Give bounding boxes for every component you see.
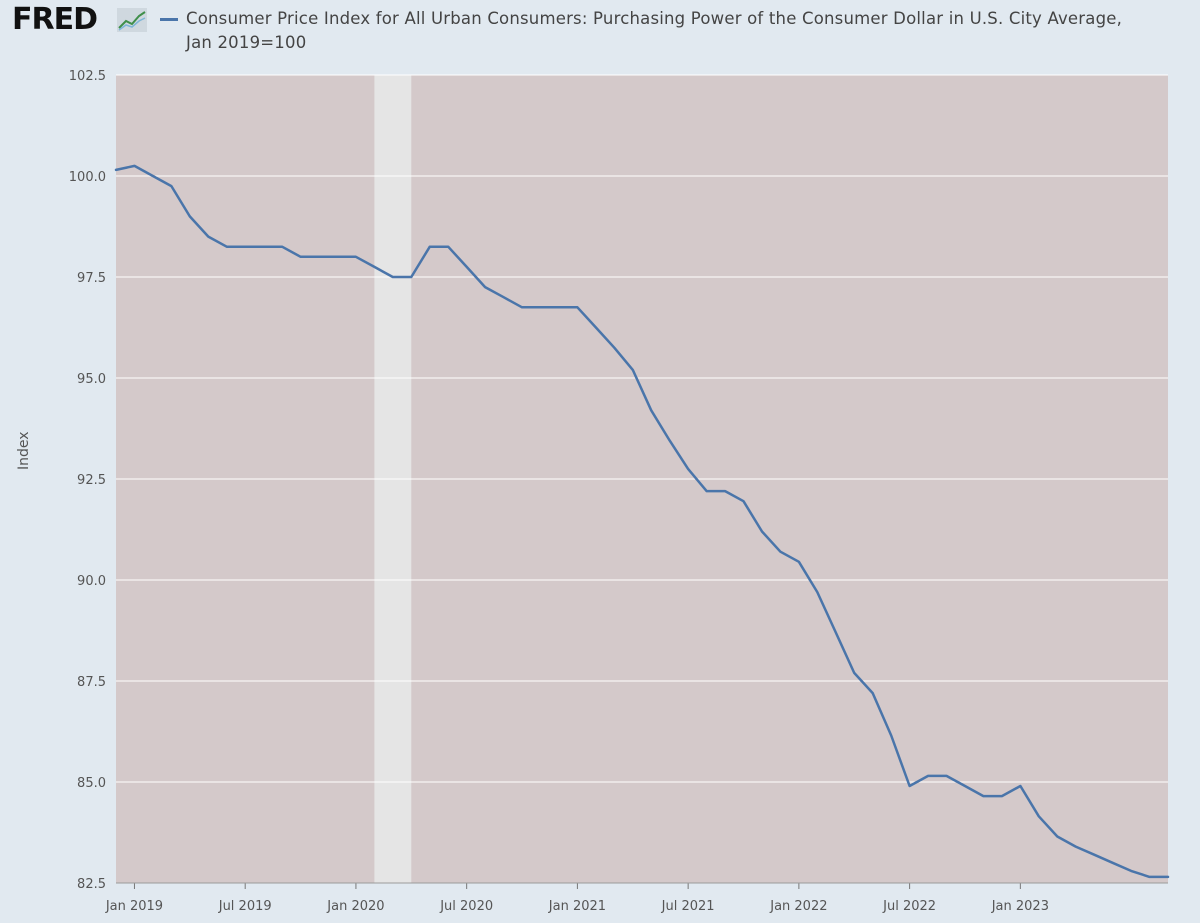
data-point[interactable]	[814, 589, 820, 595]
data-point[interactable]	[741, 498, 747, 504]
data-point[interactable]	[648, 407, 654, 413]
x-tick-label: Jul 2020	[439, 899, 493, 914]
x-tick-label: Jan 2023	[991, 899, 1049, 914]
data-point[interactable]	[870, 690, 876, 696]
data-point[interactable]	[224, 244, 230, 250]
data-point[interactable]	[168, 183, 174, 189]
y-tick-label: 102.5	[69, 69, 106, 84]
data-point[interactable]	[242, 244, 248, 250]
y-tick-label: 90.0	[77, 574, 106, 589]
data-point[interactable]	[1110, 860, 1116, 866]
x-tick-label: Jan 2022	[769, 899, 827, 914]
data-point[interactable]	[833, 630, 839, 636]
data-point[interactable]	[187, 213, 193, 219]
data-point[interactable]	[371, 264, 377, 270]
data-point[interactable]	[519, 304, 525, 310]
data-point[interactable]	[113, 167, 119, 173]
data-point[interactable]	[335, 254, 341, 260]
series-line[interactable]	[114, 164, 1170, 879]
fred-chart-logo-icon	[117, 8, 147, 32]
x-tick-label: Jul 2019	[218, 899, 272, 914]
data-point[interactable]	[1017, 783, 1023, 789]
data-point[interactable]	[1036, 813, 1042, 819]
data-point[interactable]	[925, 773, 931, 779]
y-tick-label: 97.5	[77, 271, 106, 286]
data-point[interactable]	[261, 244, 267, 250]
x-tick-label: Jan 2020	[326, 899, 384, 914]
data-point[interactable]	[1165, 874, 1171, 880]
y-tick-label: 87.5	[77, 675, 106, 690]
data-point[interactable]	[667, 438, 673, 444]
data-point[interactable]	[298, 254, 304, 260]
chart-title: Consumer Price Index for All Urban Consu…	[186, 9, 1123, 52]
data-point[interactable]	[962, 783, 968, 789]
x-tick-label: Jan 2019	[105, 899, 163, 914]
data-point[interactable]	[445, 244, 451, 250]
y-tick-label: 82.5	[77, 877, 106, 892]
x-tick-label: Jan 2021	[548, 899, 606, 914]
data-point[interactable]	[722, 488, 728, 494]
data-point[interactable]	[574, 304, 580, 310]
data-point[interactable]	[427, 244, 433, 250]
data-point[interactable]	[907, 783, 913, 789]
chart-header: FRED Consumer Price Index for All Urban …	[0, 0, 1200, 60]
y-axis-label: Index	[16, 431, 32, 470]
y-tick-label: 92.5	[77, 473, 106, 488]
x-tick-label: Jul 2022	[882, 899, 936, 914]
data-point[interactable]	[704, 488, 710, 494]
data-point[interactable]	[316, 254, 322, 260]
data-point[interactable]	[205, 234, 211, 240]
data-point[interactable]	[888, 733, 894, 739]
data-point[interactable]	[630, 367, 636, 373]
data-point[interactable]	[980, 793, 986, 799]
data-point[interactable]	[944, 773, 950, 779]
data-point[interactable]	[390, 274, 396, 280]
y-tick-label: 100.0	[69, 170, 106, 185]
data-point[interactable]	[1128, 868, 1134, 874]
data-point[interactable]	[851, 670, 857, 676]
y-tick-label: 95.0	[77, 372, 106, 387]
data-point[interactable]	[796, 559, 802, 565]
y-tick-label: 85.0	[77, 776, 106, 791]
data-point[interactable]	[593, 325, 599, 331]
legend-line-swatch	[160, 18, 178, 21]
data-point[interactable]	[1054, 834, 1060, 840]
data-point[interactable]	[1147, 874, 1153, 880]
data-point[interactable]	[353, 254, 359, 260]
data-point[interactable]	[482, 284, 488, 290]
data-point[interactable]	[501, 294, 507, 300]
data-point[interactable]	[279, 244, 285, 250]
data-point[interactable]	[150, 173, 156, 179]
data-point[interactable]	[685, 466, 691, 472]
data-point[interactable]	[1091, 852, 1097, 858]
fred-logo[interactable]: FRED	[12, 2, 98, 37]
data-point[interactable]	[538, 304, 544, 310]
x-tick-label: Jul 2021	[661, 899, 715, 914]
data-point[interactable]	[556, 304, 562, 310]
data-point[interactable]	[777, 549, 783, 555]
data-point[interactable]	[759, 529, 765, 535]
data-point[interactable]	[611, 345, 617, 351]
data-point[interactable]	[408, 274, 414, 280]
data-point[interactable]	[1073, 844, 1079, 850]
data-point[interactable]	[132, 163, 138, 169]
data-point[interactable]	[999, 793, 1005, 799]
data-point[interactable]	[464, 264, 470, 270]
